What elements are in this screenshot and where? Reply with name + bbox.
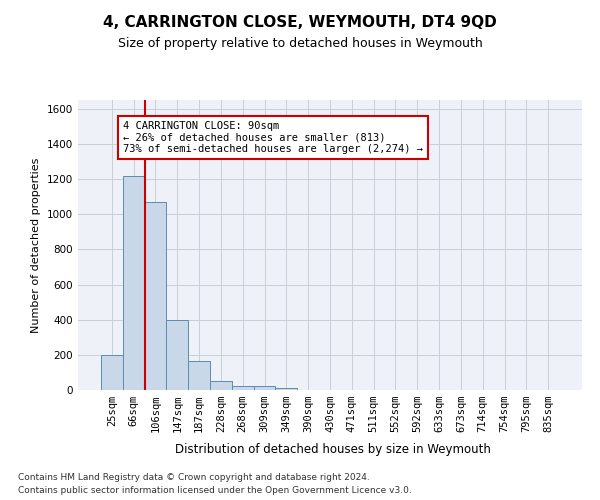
Text: Contains public sector information licensed under the Open Government Licence v3: Contains public sector information licen… [18, 486, 412, 495]
Bar [101, 355, 123, 390]
Bar [166, 320, 188, 390]
Bar [210, 381, 232, 390]
Text: 4 CARRINGTON CLOSE: 90sqm
← 26% of detached houses are smaller (813)
73% of semi: 4 CARRINGTON CLOSE: 90sqm ← 26% of detac… [123, 121, 423, 154]
Bar [123, 176, 145, 390]
Text: Contains HM Land Registry data © Crown copyright and database right 2024.: Contains HM Land Registry data © Crown c… [18, 472, 370, 482]
Text: 4, CARRINGTON CLOSE, WEYMOUTH, DT4 9QD: 4, CARRINGTON CLOSE, WEYMOUTH, DT4 9QD [103, 15, 497, 30]
Bar [254, 386, 275, 390]
Bar [275, 388, 297, 390]
Text: Distribution of detached houses by size in Weymouth: Distribution of detached houses by size … [175, 442, 491, 456]
Bar [188, 361, 210, 390]
Y-axis label: Number of detached properties: Number of detached properties [31, 158, 41, 332]
Text: Size of property relative to detached houses in Weymouth: Size of property relative to detached ho… [118, 38, 482, 51]
Bar [232, 386, 254, 390]
Bar [145, 202, 166, 390]
